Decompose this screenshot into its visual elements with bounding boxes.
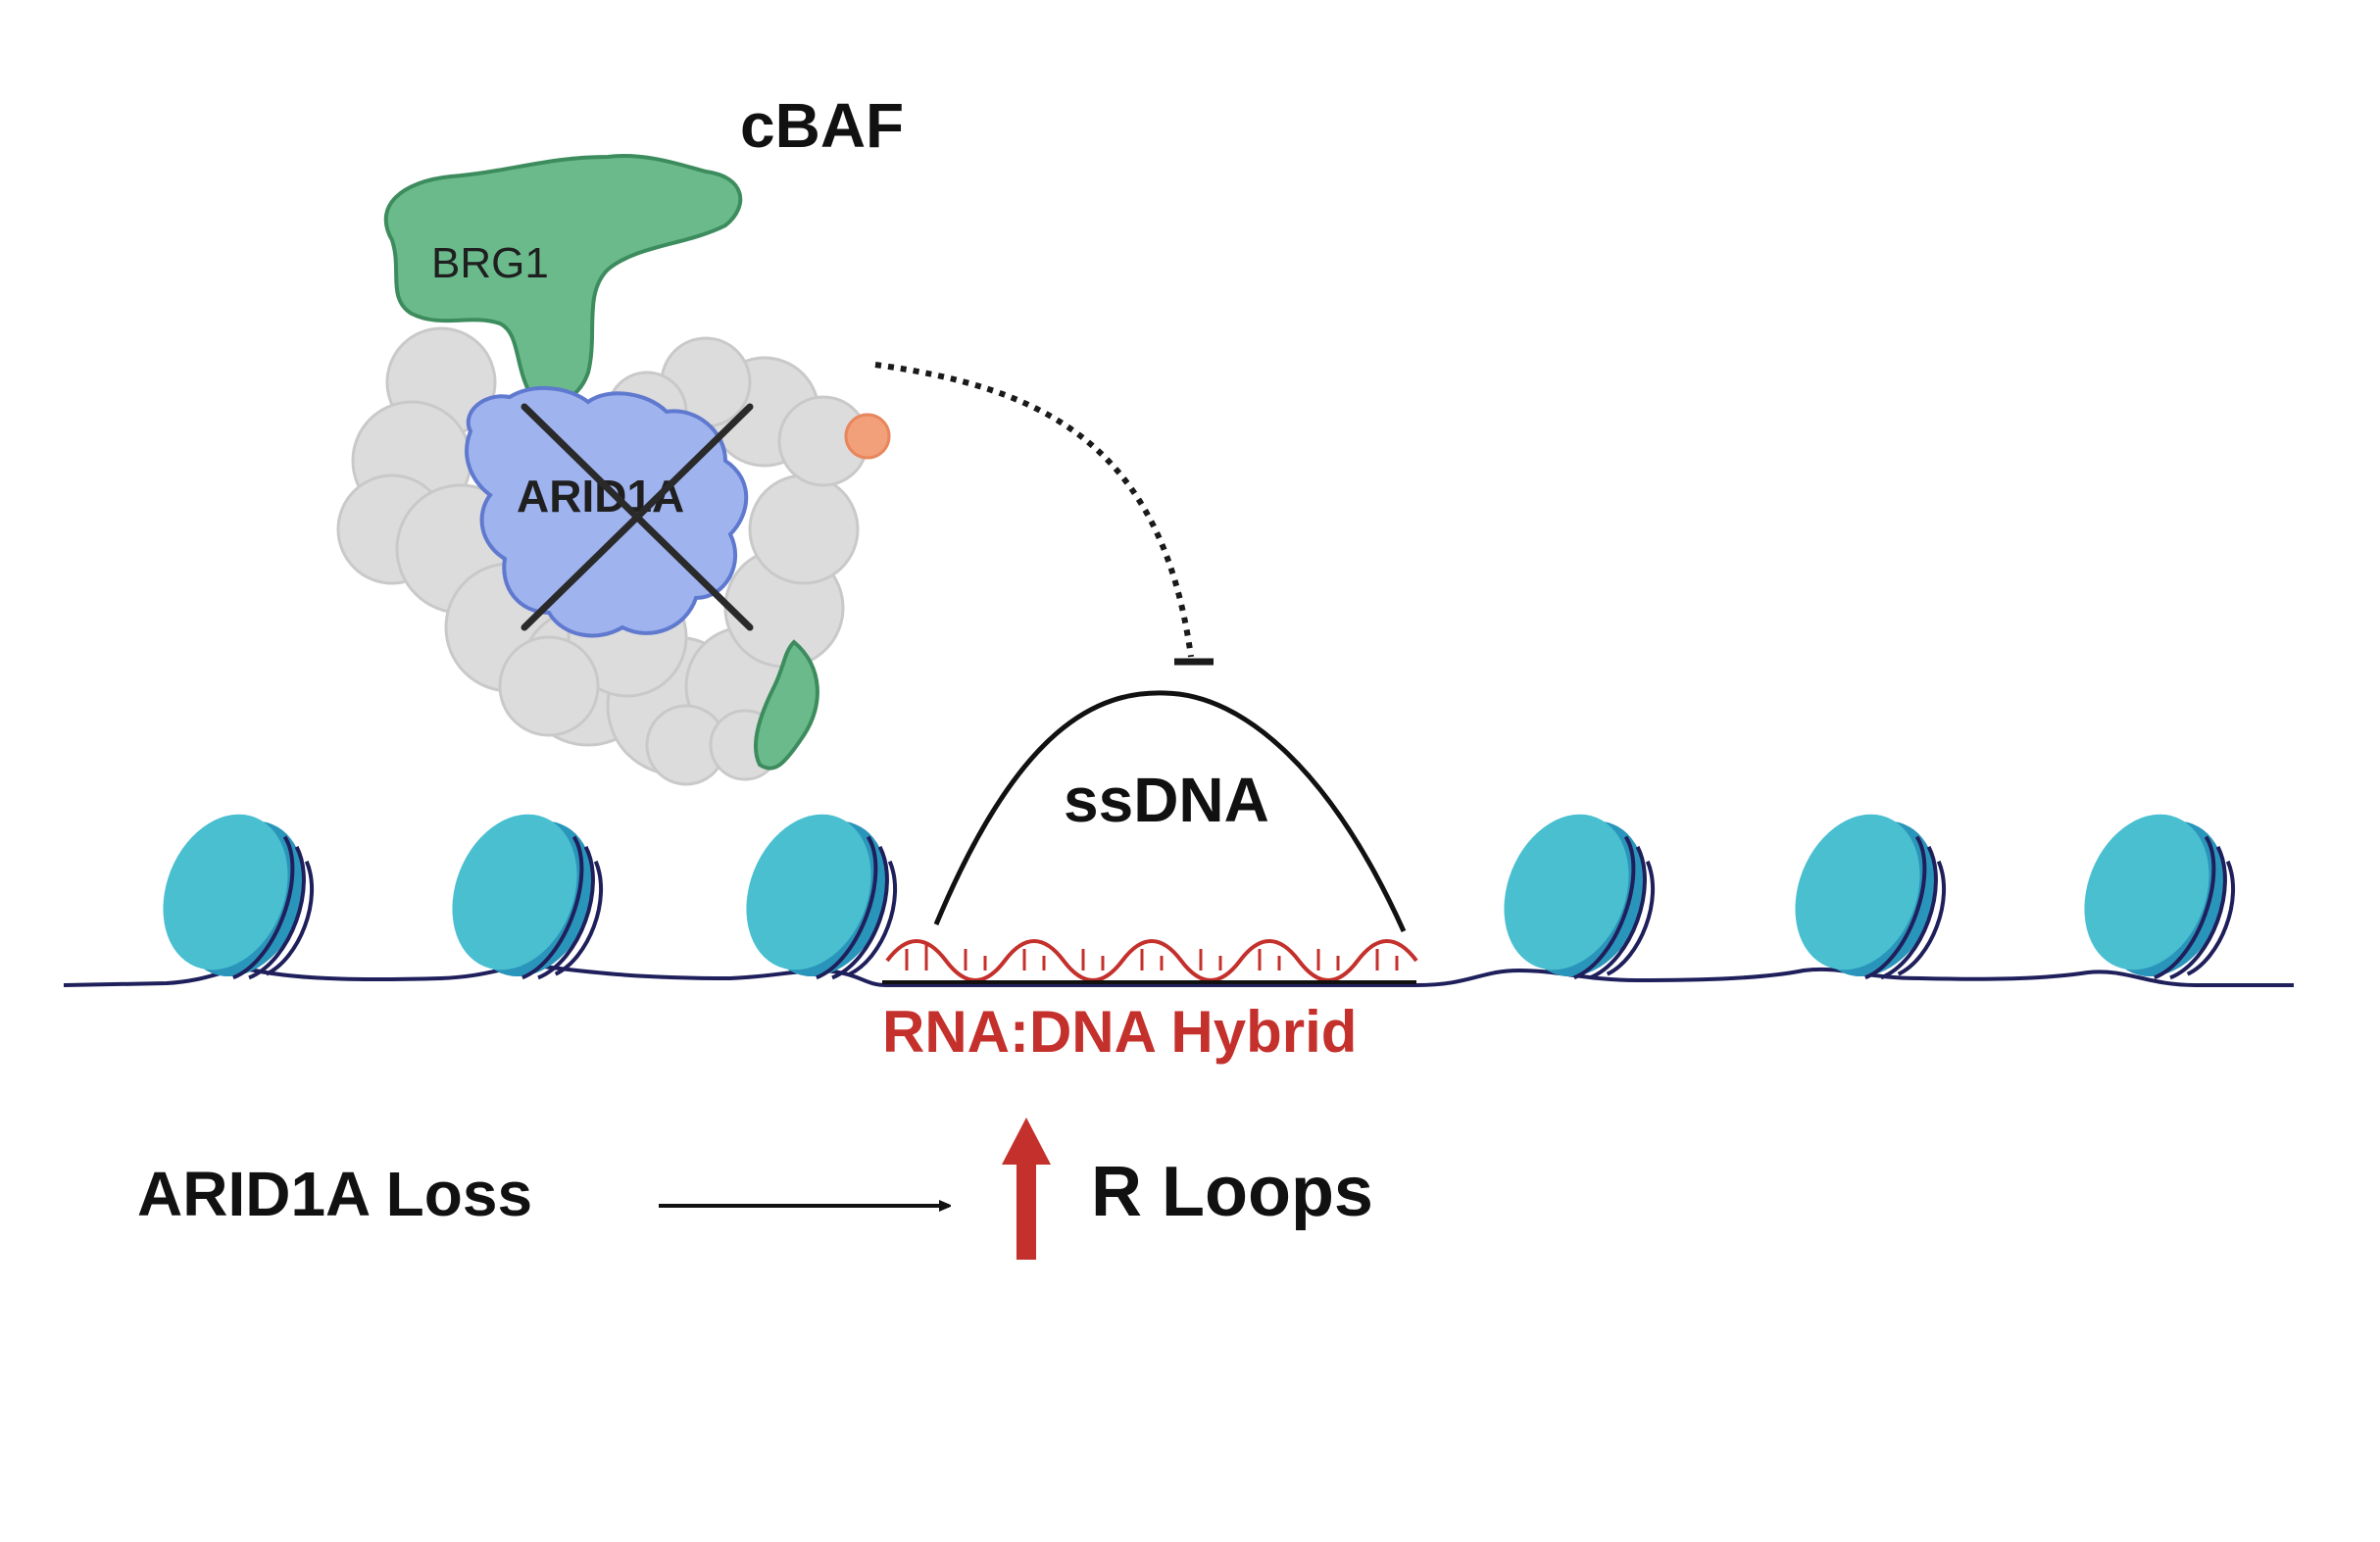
cbaf-title: cBAF (740, 90, 904, 161)
nucleosome-4 (1504, 814, 1656, 980)
brg1-subunit (383, 154, 743, 405)
nucleosome-1 (163, 814, 315, 980)
r-loop: ssDNA RNA:DNA Hybrid (882, 690, 1418, 1065)
dna-strand (63, 963, 2294, 987)
ssdna-label: ssDNA (1064, 765, 1269, 835)
chromatin-fiber (63, 814, 2294, 987)
ssdna-arc (933, 690, 1407, 933)
cause-label: ARID1A Loss (137, 1159, 532, 1229)
nucleosome-2 (452, 814, 604, 980)
cbaf-complex: BRG1 ARID1A cBAF (336, 90, 904, 786)
nucleosome-3 (746, 814, 898, 980)
rna-base-ticks (905, 943, 1399, 970)
nucleosome-6 (2084, 814, 2236, 980)
up-arrow-icon (1002, 1118, 1051, 1260)
cbaf-scaffold (336, 326, 869, 786)
hybrid-label: RNA:DNA Hybrid (882, 999, 1357, 1065)
cross-mark-icon (521, 403, 754, 631)
arid1a-subunit (465, 385, 749, 638)
dotted-inhibition-arrow-icon (874, 362, 1214, 666)
effect-label: R Loops (1091, 1153, 1373, 1231)
summary-row: ARID1A Loss R Loops (137, 1118, 1373, 1260)
brg1-label: BRG1 (431, 239, 549, 287)
nucleosome-5 (1795, 814, 1947, 980)
brg1-tail (753, 639, 819, 771)
orange-subunit (844, 413, 891, 460)
